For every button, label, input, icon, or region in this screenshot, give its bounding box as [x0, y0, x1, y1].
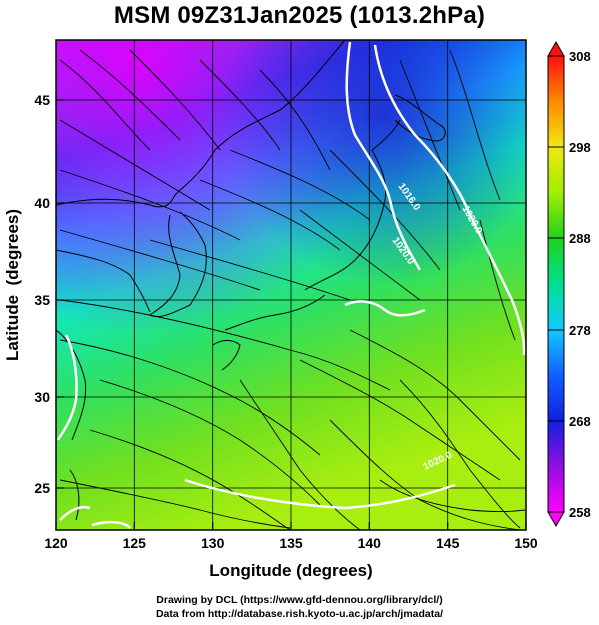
- x-tick-label: 140: [358, 535, 382, 551]
- tick-marks: [55, 99, 527, 530]
- grid-lines: [56, 40, 526, 530]
- x-tick-label: 125: [123, 535, 147, 551]
- streamline: [129, 49, 221, 151]
- y-tick-label: 45: [34, 92, 50, 108]
- isobar-1020-south: [184, 478, 456, 510]
- streamline: [399, 379, 521, 529]
- isobar-1016: [345, 41, 422, 271]
- streamline: [349, 329, 521, 461]
- streamline: [59, 479, 291, 529]
- isobar-1020-east: [373, 44, 526, 356]
- colorbar-label: 298: [569, 140, 591, 155]
- colorbar-gradient: [547, 55, 565, 513]
- streamline: [299, 209, 421, 301]
- streamline: [59, 169, 241, 241]
- x-tick-label: 135: [279, 535, 303, 551]
- y-tick-label: 40: [34, 195, 50, 211]
- colorbar: 308 298 288 278 268 258: [547, 40, 591, 528]
- y-tick-label: 25: [34, 480, 50, 496]
- x-tick-label: 120: [44, 535, 68, 551]
- streamline: [229, 149, 371, 221]
- isobar-1020-mid: [344, 300, 426, 317]
- streamline: [399, 59, 461, 211]
- streamline: [59, 299, 391, 391]
- credit-data: Data from http://database.rish.kyoto-u.a…: [155, 608, 444, 620]
- streamline: [479, 219, 516, 341]
- streamline: [79, 49, 181, 141]
- isobar-1020-sw2: [91, 520, 131, 529]
- streamline: [379, 479, 526, 512]
- streamline: [199, 59, 281, 151]
- streamline: [59, 339, 321, 456]
- streamlines: [59, 49, 526, 530]
- streamline: [149, 239, 351, 301]
- streamline: [59, 229, 261, 291]
- streamline: [329, 149, 441, 271]
- colorbar-label: 308: [569, 49, 591, 64]
- map-title: MSM 09Z31Jan2025 (1013.2hPa): [113, 2, 486, 29]
- colorbar-bottom-arrow: [547, 511, 565, 528]
- x-axis-label: Longitude (degrees): [209, 561, 372, 580]
- x-tick-label: 130: [201, 535, 225, 551]
- y-tick-label: 30: [34, 389, 50, 405]
- streamline: [199, 179, 341, 251]
- credit-drawing: Drawing by DCL (https://www.gfd-dennou.o…: [156, 594, 443, 606]
- colorbar-label: 258: [569, 505, 591, 520]
- x-tick-label: 150: [514, 535, 538, 551]
- y-tick-label: 35: [34, 292, 50, 308]
- streamline: [299, 359, 501, 481]
- x-tick-label: 145: [436, 535, 460, 551]
- streamline: [89, 429, 291, 530]
- colorbar-top-arrow: [547, 40, 565, 57]
- colorbar-label: 278: [569, 323, 591, 338]
- colorbar-label: 268: [569, 414, 591, 429]
- isobar-1016-west: [56, 334, 78, 441]
- streamline: [239, 379, 361, 530]
- isobar-1020-sw: [59, 505, 91, 521]
- pressure-contours: [56, 41, 526, 529]
- colorbar-label: 288: [569, 231, 591, 246]
- streamline: [99, 379, 321, 506]
- y-axis-label: Latitude (degrees): [3, 209, 22, 361]
- streamline: [59, 59, 151, 151]
- streamline: [259, 69, 331, 171]
- streamline: [449, 49, 501, 201]
- streamline: [59, 119, 211, 211]
- credits: Drawing by DCL (https://www.gfd-dennou.o…: [0, 593, 599, 621]
